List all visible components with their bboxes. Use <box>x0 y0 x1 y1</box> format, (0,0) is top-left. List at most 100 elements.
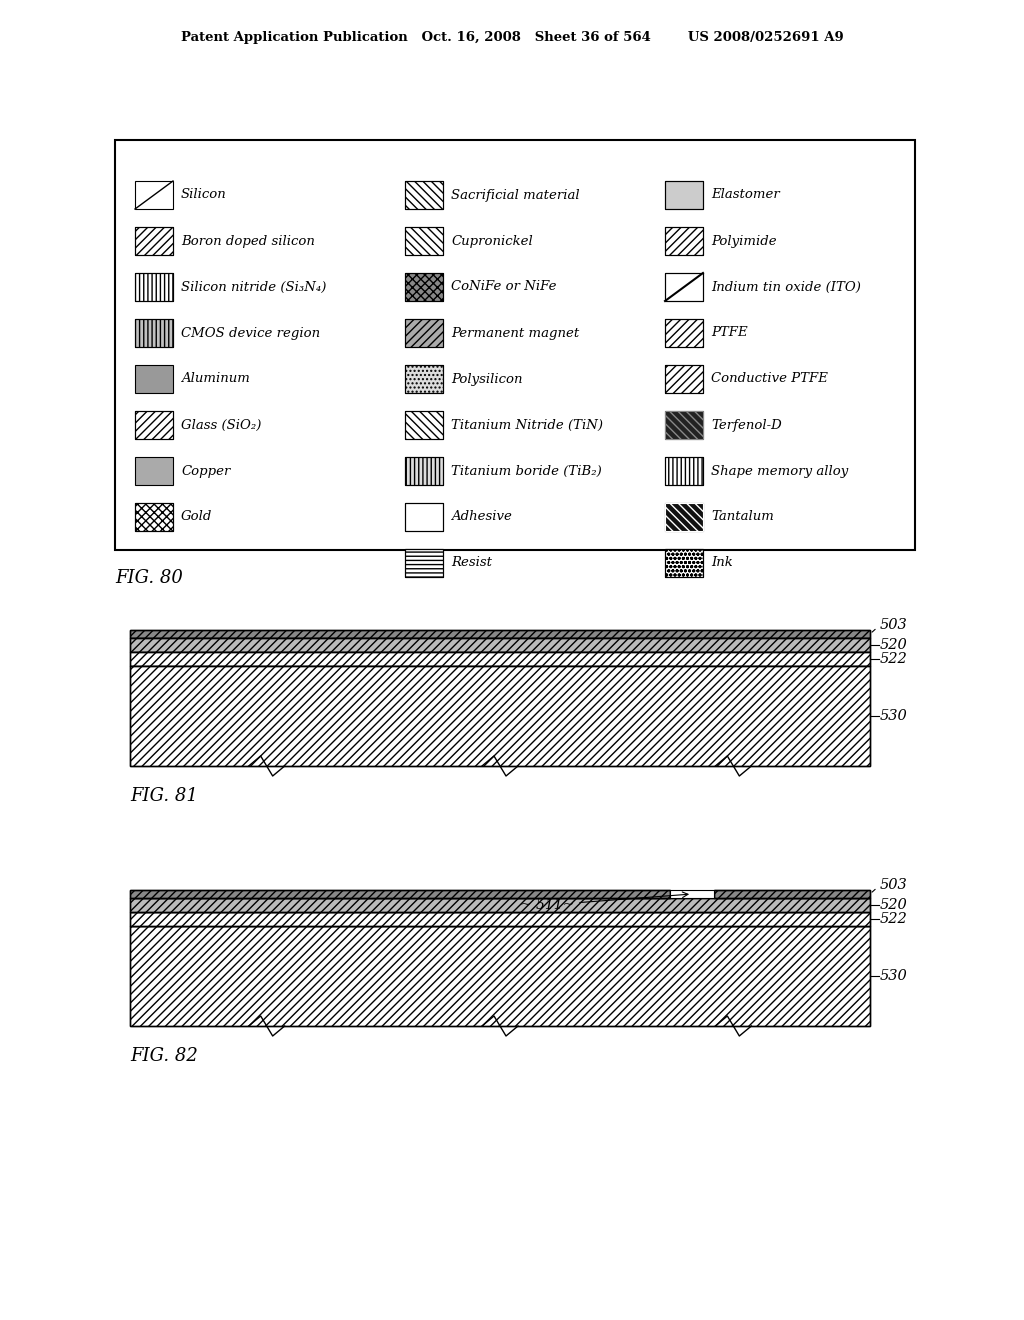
Bar <box>135 319 173 347</box>
Bar <box>665 503 703 531</box>
Bar <box>130 890 670 898</box>
Bar <box>406 503 443 531</box>
Bar <box>135 457 173 484</box>
Text: Titanium Nitride (TiN): Titanium Nitride (TiN) <box>451 418 603 432</box>
Bar <box>135 227 173 255</box>
Bar <box>665 273 703 301</box>
Bar <box>130 898 870 912</box>
Bar <box>406 319 443 347</box>
Bar <box>130 630 870 638</box>
Text: FIG. 80: FIG. 80 <box>115 569 183 587</box>
Bar <box>665 319 703 347</box>
Bar <box>130 927 870 1026</box>
Text: 503: 503 <box>872 618 907 632</box>
Bar <box>135 503 173 531</box>
Bar <box>406 227 443 255</box>
Bar <box>665 181 703 209</box>
Bar <box>665 457 703 484</box>
Text: Glass (SiO₂): Glass (SiO₂) <box>181 418 261 432</box>
Bar <box>406 273 443 301</box>
Text: Permanent magnet: Permanent magnet <box>451 326 580 339</box>
Bar <box>130 638 870 652</box>
Bar <box>665 411 703 440</box>
Bar <box>130 667 870 766</box>
Bar <box>135 273 173 301</box>
Bar <box>130 652 870 667</box>
Text: Gold: Gold <box>181 511 212 524</box>
Bar <box>406 181 443 209</box>
Text: Sacrificial material: Sacrificial material <box>451 189 580 202</box>
Bar <box>714 890 870 898</box>
Text: Tantalum: Tantalum <box>711 511 774 524</box>
Bar <box>135 273 173 301</box>
Bar <box>406 549 443 577</box>
Text: 520: 520 <box>880 638 907 652</box>
Bar <box>665 227 703 255</box>
Bar <box>135 366 173 393</box>
Bar <box>115 140 915 550</box>
Bar <box>665 319 703 347</box>
Bar <box>406 411 443 440</box>
Text: Polyimide: Polyimide <box>711 235 776 248</box>
Text: 520: 520 <box>880 898 907 912</box>
Bar <box>130 927 870 1026</box>
Bar <box>665 181 703 209</box>
Bar <box>406 366 443 393</box>
Bar <box>665 411 703 440</box>
Bar <box>406 319 443 347</box>
Text: Elastomer: Elastomer <box>711 189 779 202</box>
Text: PTFE: PTFE <box>711 326 748 339</box>
Text: Silicon nitride (Si₃N₄): Silicon nitride (Si₃N₄) <box>181 281 327 293</box>
Text: 503: 503 <box>872 878 907 892</box>
Text: CMOS device region: CMOS device region <box>181 326 321 339</box>
Text: Adhesive: Adhesive <box>451 511 512 524</box>
Bar <box>135 411 173 440</box>
Bar <box>130 667 870 766</box>
Text: 530: 530 <box>880 969 907 983</box>
Bar <box>406 366 443 393</box>
Text: Boron doped silicon: Boron doped silicon <box>181 235 314 248</box>
Text: FIG. 81: FIG. 81 <box>130 787 198 805</box>
Text: Patent Application Publication   Oct. 16, 2008   Sheet 36 of 564        US 2008/: Patent Application Publication Oct. 16, … <box>180 32 844 45</box>
Text: Indium tin oxide (ITO): Indium tin oxide (ITO) <box>711 281 861 293</box>
Text: Titanium boride (TiB₂): Titanium boride (TiB₂) <box>451 465 602 478</box>
Text: 522: 522 <box>880 652 907 667</box>
Bar <box>665 549 703 577</box>
Bar <box>130 912 870 927</box>
Bar <box>665 549 703 577</box>
Bar <box>135 411 173 440</box>
Text: Silicon: Silicon <box>181 189 226 202</box>
Text: ~ 511~: ~ 511~ <box>520 892 688 912</box>
Bar <box>406 503 443 531</box>
Text: FIG. 82: FIG. 82 <box>130 1047 198 1065</box>
Text: Cupronickel: Cupronickel <box>451 235 532 248</box>
Text: 522: 522 <box>880 912 907 927</box>
Text: Aluminum: Aluminum <box>181 372 250 385</box>
Text: Resist: Resist <box>451 557 492 569</box>
Text: Shape memory alloy: Shape memory alloy <box>711 465 848 478</box>
Bar <box>714 890 870 898</box>
Bar <box>130 912 870 927</box>
Bar <box>665 366 703 393</box>
Text: Terfenol-D: Terfenol-D <box>711 418 781 432</box>
Bar <box>130 652 870 667</box>
Bar <box>665 457 703 484</box>
Bar <box>406 273 443 301</box>
Text: CoNiFe or NiFe: CoNiFe or NiFe <box>451 281 556 293</box>
Text: Conductive PTFE: Conductive PTFE <box>711 372 827 385</box>
Bar <box>406 457 443 484</box>
Bar <box>406 227 443 255</box>
Bar <box>130 630 870 638</box>
Bar <box>665 227 703 255</box>
Bar <box>130 638 870 652</box>
Bar <box>665 503 703 531</box>
Bar <box>135 503 173 531</box>
Bar <box>665 273 703 301</box>
Bar <box>406 549 443 577</box>
Bar <box>135 319 173 347</box>
Text: 530: 530 <box>880 709 907 723</box>
Bar <box>135 181 173 209</box>
Bar <box>670 890 714 898</box>
Text: Ink: Ink <box>711 557 733 569</box>
Bar <box>406 411 443 440</box>
